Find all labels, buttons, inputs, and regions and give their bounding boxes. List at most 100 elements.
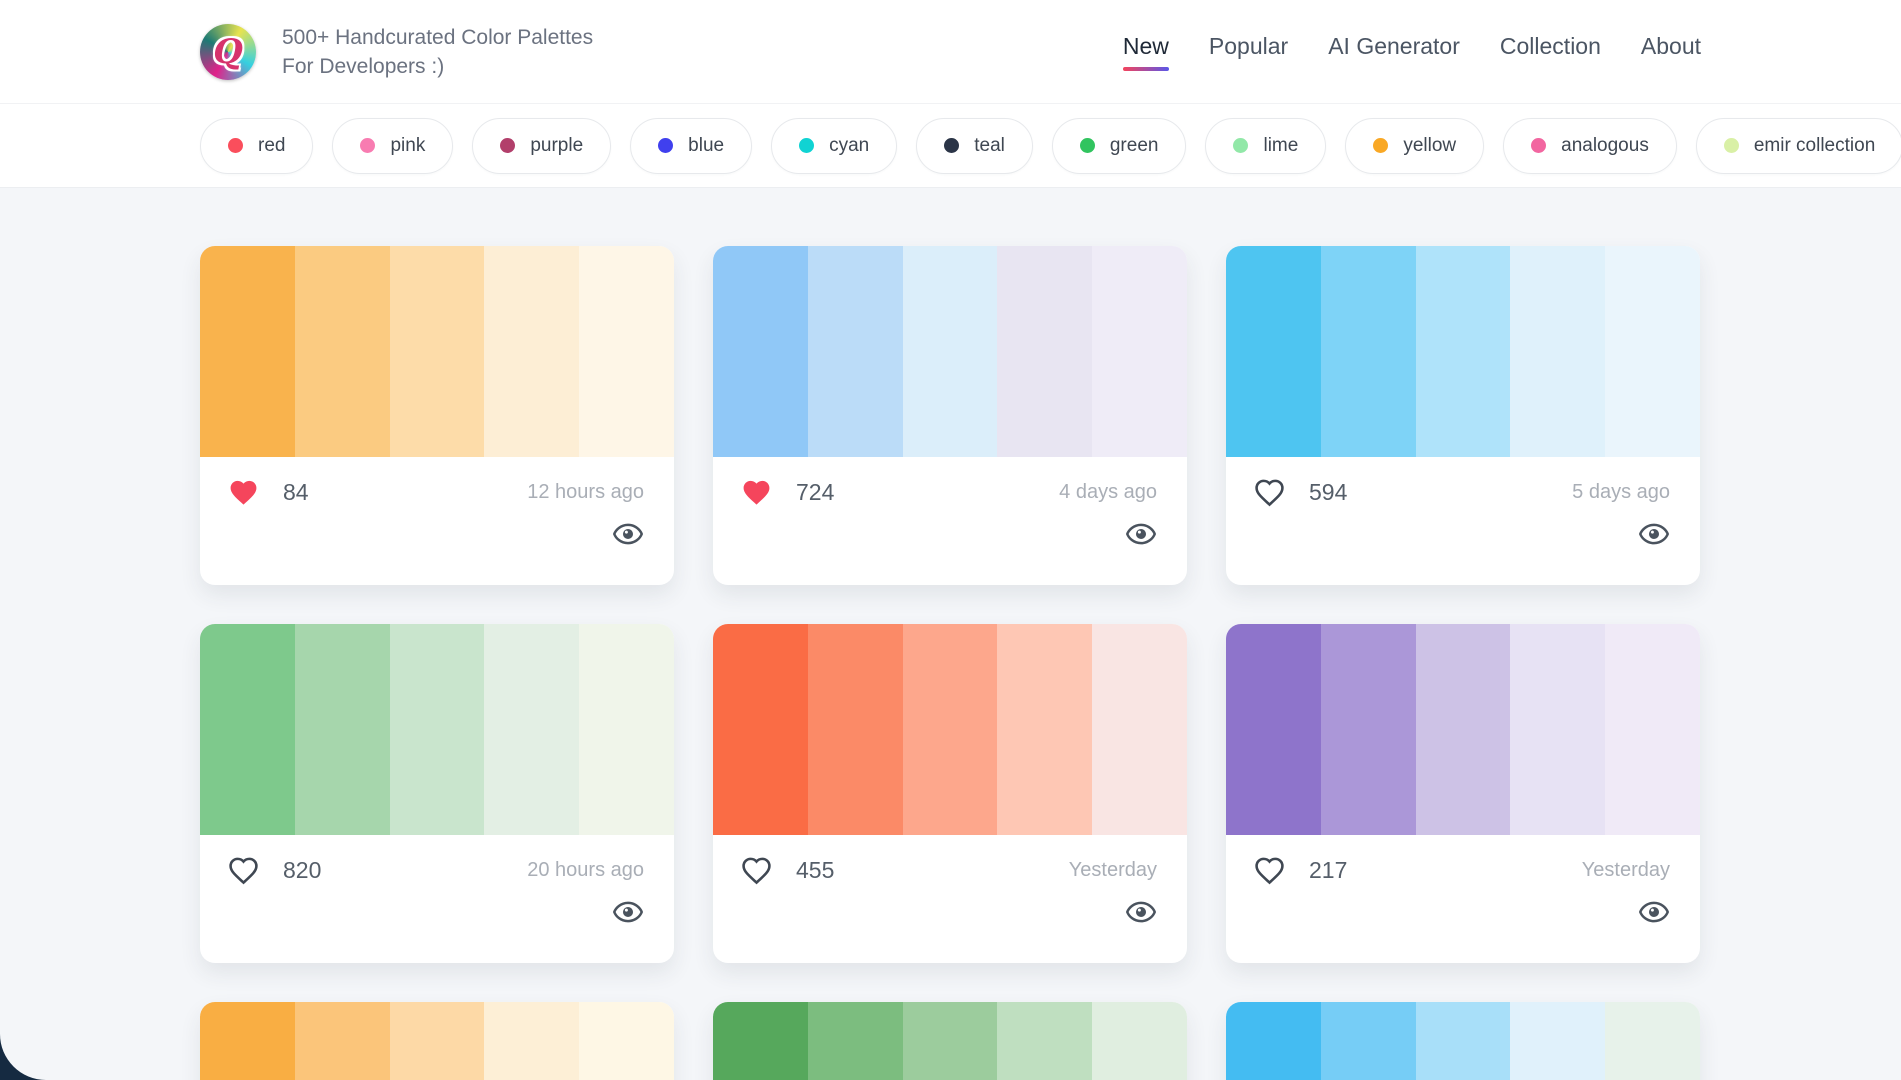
color-stripe[interactable]: [579, 246, 674, 457]
color-stripe[interactable]: [713, 1002, 808, 1080]
palette-card[interactable]: 724 4 days ago: [713, 246, 1187, 585]
color-stripe[interactable]: [484, 246, 580, 457]
filter-pill-label: green: [1109, 134, 1159, 156]
color-stripe[interactable]: [713, 246, 808, 457]
color-stripe[interactable]: [807, 246, 903, 457]
color-stripe[interactable]: [389, 624, 485, 835]
palette-card[interactable]: 594 5 days ago: [1226, 246, 1700, 585]
site-logo[interactable]: Q: [200, 23, 256, 80]
color-stripe[interactable]: [579, 1002, 674, 1080]
color-stripe[interactable]: [1510, 246, 1606, 457]
color-stripe[interactable]: [1092, 1002, 1187, 1080]
color-dot-icon: [1233, 138, 1249, 153]
color-stripe[interactable]: [294, 624, 390, 835]
heart-icon[interactable]: [741, 855, 772, 886]
palette-card[interactable]: 820 20 hours ago: [200, 624, 674, 963]
color-stripe[interactable]: [1605, 624, 1700, 835]
color-stripe[interactable]: [997, 246, 1093, 457]
color-stripe[interactable]: [484, 624, 580, 835]
palette-card[interactable]: [1226, 1002, 1700, 1080]
color-stripe[interactable]: [200, 246, 295, 457]
eye-icon[interactable]: [612, 522, 644, 546]
heart-icon[interactable]: [228, 855, 259, 886]
color-stripe[interactable]: [1320, 246, 1416, 457]
color-stripe[interactable]: [1605, 246, 1700, 457]
color-filter-pill[interactable]: purple: [472, 117, 612, 174]
color-filter-pill[interactable]: lime: [1205, 117, 1327, 174]
palette-card[interactable]: [713, 1002, 1187, 1080]
heart-icon[interactable]: [1254, 855, 1285, 886]
eye-icon[interactable]: [1125, 900, 1157, 924]
eye-icon[interactable]: [1638, 900, 1670, 924]
color-stripe[interactable]: [200, 624, 295, 835]
color-stripe[interactable]: [389, 246, 485, 457]
eye-icon[interactable]: [1638, 522, 1670, 546]
color-stripe[interactable]: [902, 1002, 998, 1080]
color-filter-pill[interactable]: yellow: [1345, 117, 1485, 174]
color-stripe[interactable]: [902, 624, 998, 835]
palette-stripes: [200, 246, 674, 457]
color-stripe[interactable]: [200, 1002, 295, 1080]
color-stripe[interactable]: [1510, 624, 1606, 835]
color-stripe[interactable]: [1415, 1002, 1511, 1080]
color-filter-pill[interactable]: analogous: [1503, 117, 1677, 174]
palette-card[interactable]: 455 Yesterday: [713, 624, 1187, 963]
palette-card[interactable]: 84 12 hours ago: [200, 246, 674, 585]
palette-stripes: [200, 1002, 674, 1080]
color-stripe[interactable]: [1092, 246, 1187, 457]
eye-icon[interactable]: [1125, 522, 1157, 546]
timestamp: 12 hours ago: [527, 481, 644, 503]
heart-icon[interactable]: [741, 477, 772, 508]
nav-item[interactable]: Popular: [1209, 33, 1288, 60]
color-stripe[interactable]: [997, 624, 1093, 835]
palette-card[interactable]: 217 Yesterday: [1226, 624, 1700, 963]
color-dot-icon: [1373, 138, 1389, 153]
heart-icon[interactable]: [228, 477, 259, 508]
active-tab-underline: [1122, 66, 1169, 71]
color-stripe[interactable]: [389, 1002, 485, 1080]
color-stripe[interactable]: [902, 246, 998, 457]
nav-item[interactable]: AI Generator: [1328, 33, 1460, 60]
color-stripe[interactable]: [1510, 1002, 1606, 1080]
color-filter-pill[interactable]: emir collection: [1695, 117, 1901, 174]
color-stripe[interactable]: [579, 624, 674, 835]
timestamp: 20 hours ago: [527, 859, 644, 881]
color-stripe[interactable]: [1320, 1002, 1416, 1080]
color-stripe[interactable]: [807, 624, 903, 835]
color-stripe[interactable]: [997, 1002, 1093, 1080]
color-stripe[interactable]: [294, 246, 390, 457]
filter-pill-label: lime: [1263, 134, 1299, 156]
site-title-line2: For Developers :): [282, 54, 445, 78]
color-filter-pill[interactable]: cyan: [771, 117, 898, 174]
color-stripe[interactable]: [713, 624, 808, 835]
palette-card[interactable]: [200, 1002, 674, 1080]
color-stripe[interactable]: [1415, 624, 1511, 835]
color-stripe[interactable]: [1226, 624, 1321, 835]
color-filter-pill[interactable]: red: [200, 117, 314, 174]
color-stripe[interactable]: [1226, 246, 1321, 457]
color-stripe[interactable]: [1092, 624, 1187, 835]
color-dot-icon: [500, 138, 516, 153]
color-stripe[interactable]: [1605, 1002, 1700, 1080]
nav-item[interactable]: Collection: [1500, 33, 1601, 60]
eye-icon[interactable]: [612, 900, 644, 924]
color-filter-pill[interactable]: blue: [630, 117, 753, 174]
color-filter-pill[interactable]: pink: [332, 117, 454, 174]
color-filter-pill[interactable]: green: [1051, 117, 1187, 174]
color-stripe[interactable]: [1226, 1002, 1321, 1080]
heart-icon[interactable]: [1254, 477, 1285, 508]
color-stripe[interactable]: [294, 1002, 390, 1080]
nav-item[interactable]: About: [1641, 33, 1701, 60]
color-stripe[interactable]: [807, 1002, 903, 1080]
palette-card-footer: 594 5 days ago: [1226, 457, 1700, 585]
color-dot-icon: [1723, 138, 1739, 153]
color-stripe[interactable]: [484, 1002, 580, 1080]
site-title: 500+ Handcurated Color Palettes For Deve…: [282, 23, 593, 81]
color-filter-pill[interactable]: teal: [916, 117, 1033, 174]
color-dot-icon: [1079, 138, 1095, 153]
color-stripe[interactable]: [1320, 624, 1416, 835]
color-stripe[interactable]: [1415, 246, 1511, 457]
nav-item-label: Collection: [1499, 32, 1601, 59]
nav-item[interactable]: New: [1122, 33, 1169, 71]
